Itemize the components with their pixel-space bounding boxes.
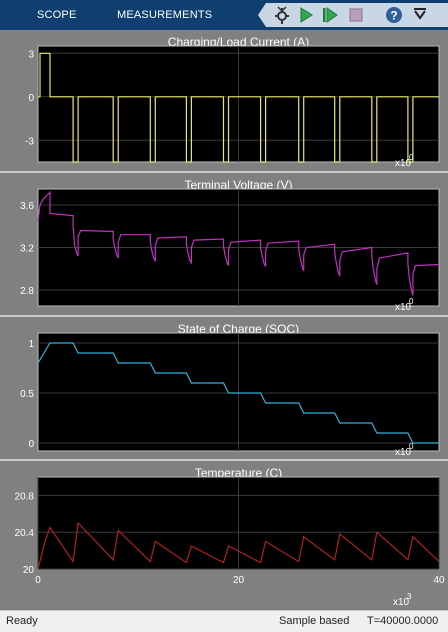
series-line xyxy=(38,52,439,163)
tab-measurements[interactable]: MEASUREMENTS xyxy=(117,9,213,21)
y-tick-label: 0.5 xyxy=(20,389,34,400)
status-bar: Ready Sample based T=40000.0000 xyxy=(0,610,448,632)
panel-separator xyxy=(0,171,448,173)
exponent-label: x10 xyxy=(395,158,412,169)
series-line xyxy=(37,342,439,444)
series-line xyxy=(37,521,440,570)
y-tick-label: 3.2 xyxy=(20,244,34,255)
settings-icon[interactable] xyxy=(272,5,292,25)
exponent-value: 3 xyxy=(407,592,412,601)
y-tick-label: 0 xyxy=(28,439,34,450)
y-tick-label: 20.8 xyxy=(15,491,35,502)
scope-plot-area: Charging/Load Current (A) 3 0 -3 x10 0 Termina… xyxy=(0,30,448,610)
y-tick-label: 3.6 xyxy=(20,201,34,212)
exponent-label: x10 xyxy=(395,447,412,458)
series-line xyxy=(37,190,440,296)
y-tick-label: 3 xyxy=(28,49,34,60)
panel-separator xyxy=(0,315,448,317)
svg-text:?: ? xyxy=(390,9,397,23)
y-tick-label: 2.8 xyxy=(20,286,34,297)
toolbar: SCOPE MEASUREMENTS ? xyxy=(0,0,448,30)
y-tick-label: 20 xyxy=(23,565,35,576)
status-ready: Ready xyxy=(6,615,38,627)
panel-separator xyxy=(0,459,448,461)
y-tick-label: 0 xyxy=(28,93,34,104)
y-tick-label: 20.4 xyxy=(15,528,35,539)
exponent-label: x10 xyxy=(393,597,410,608)
x-tick-label: 40 xyxy=(433,575,445,586)
status-sample-mode: Sample based xyxy=(279,615,350,627)
exponent-value: 0 xyxy=(409,442,414,451)
step-forward-icon[interactable] xyxy=(320,5,340,25)
toolbar-icon-strip: ? xyxy=(258,3,448,27)
tab-scope[interactable]: SCOPE xyxy=(37,9,77,21)
x-tick-label: 0 xyxy=(35,575,41,586)
exponent-value: 0 xyxy=(409,297,414,306)
exponent-label: x10 xyxy=(395,302,412,313)
help-icon[interactable]: ? xyxy=(384,5,404,25)
exponent-value: 0 xyxy=(409,153,414,162)
x-tick-label: 20 xyxy=(233,575,245,586)
status-time: T=40000.0000 xyxy=(367,615,439,627)
y-tick-label: -3 xyxy=(25,136,34,147)
dock-icon[interactable] xyxy=(410,5,430,25)
run-icon[interactable] xyxy=(296,5,316,25)
stop-icon[interactable] xyxy=(346,5,366,25)
y-tick-label: 1 xyxy=(28,339,34,350)
